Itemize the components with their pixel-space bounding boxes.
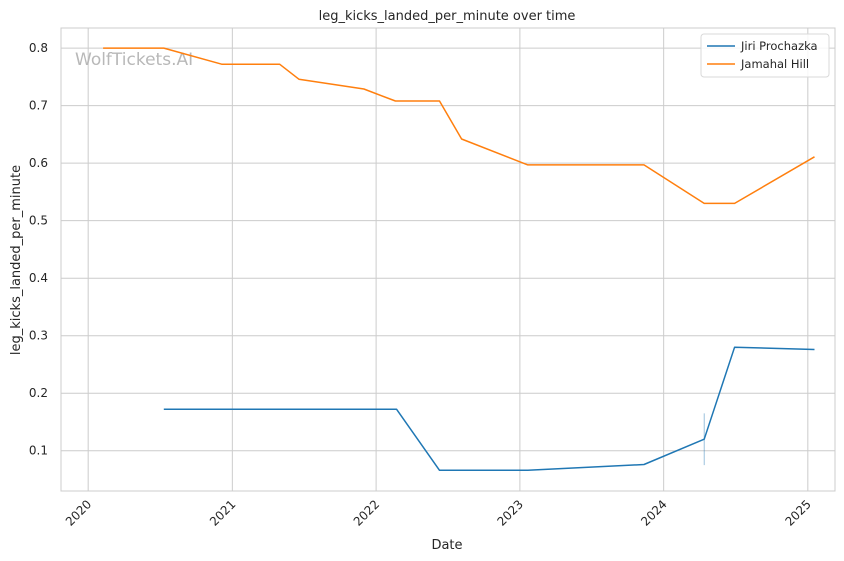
series-line-jiri-prochazka <box>163 346 815 472</box>
y-tick-label: 0.2 <box>29 386 48 400</box>
watermark: WolfTickets.AI <box>75 50 193 70</box>
plot-area-frame <box>60 27 836 492</box>
y-tick-label: 0.6 <box>29 156 48 170</box>
series-line-jamahal-hill <box>103 47 815 205</box>
y-tick-label: 0.1 <box>29 444 48 458</box>
y-tick-label: 0.3 <box>29 329 48 343</box>
y-axis-ticks: 0.1 0.2 0.3 0.4 0.5 0.6 0.7 0.8 <box>29 41 48 458</box>
y-tick-label: 0.7 <box>29 99 48 113</box>
y-axis-label: leg_kicks_landed_per_minute <box>9 165 24 355</box>
legend-label: Jiri Prochazka <box>740 39 818 53</box>
x-axis-label: Date <box>431 538 462 553</box>
legend-label: Jamahal Hill <box>740 57 809 71</box>
series-layer <box>103 47 815 472</box>
y-tick-label: 0.4 <box>29 271 48 285</box>
legend: Jiri Prochazka Jamahal Hill <box>700 33 830 78</box>
y-tick-label: 0.8 <box>29 41 48 55</box>
y-tick-label: 0.5 <box>29 214 48 228</box>
legend-box <box>700 33 830 78</box>
chart-title: leg_kicks_landed_per_minute over time <box>319 9 576 24</box>
